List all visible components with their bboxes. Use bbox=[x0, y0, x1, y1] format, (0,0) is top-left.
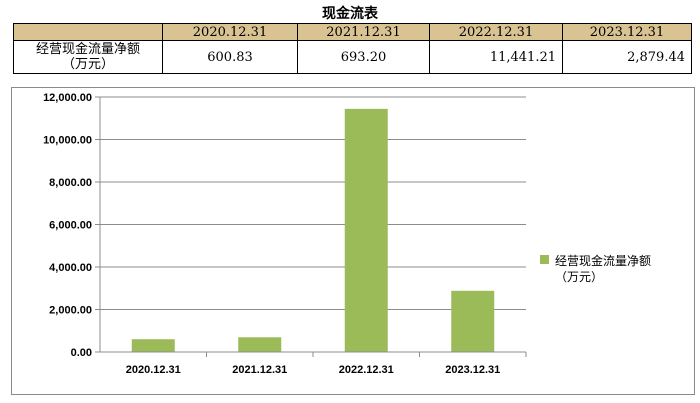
bar-layer bbox=[131, 108, 495, 352]
y-tick-label: 12,000.00 bbox=[43, 92, 92, 104]
x-tick-label: 2020.12.31 bbox=[126, 364, 181, 376]
value-2020: 600.83 bbox=[162, 40, 298, 74]
chart-frame: 0.00 2,000.00 4,000.00 6,000.00 8,000.00 10,0… bbox=[11, 87, 695, 395]
row-label-line1: 经营现金流量净额 bbox=[35, 42, 140, 57]
header-blank-cell bbox=[13, 23, 163, 41]
axis-layer: 0.00 2,000.00 4,000.00 6,000.00 8,000.00 10,0… bbox=[43, 92, 527, 376]
y-tick-label: 0.00 bbox=[71, 347, 92, 359]
y-tick-label: 2,000.00 bbox=[49, 305, 92, 317]
x-tick-label: 2023.12.31 bbox=[445, 364, 500, 376]
bar bbox=[451, 290, 495, 352]
bar bbox=[131, 339, 175, 352]
header-col-2021: 2021.12.31 bbox=[297, 23, 430, 41]
legend-label-line1: 经营现金流量净额 bbox=[555, 253, 651, 268]
y-tick-label: 8,000.00 bbox=[49, 177, 92, 189]
value-2022: 11,441.21 bbox=[429, 40, 563, 74]
x-tick-label: 2022.12.31 bbox=[339, 364, 394, 376]
table-row: 经营现金流量净额 （万元） 600.83 693.20 11,441.21 2,… bbox=[13, 40, 692, 74]
legend: 经营现金流量净额 （万元） bbox=[540, 253, 651, 284]
bar bbox=[238, 337, 282, 352]
table-title: 现金流表 bbox=[322, 6, 378, 22]
legend-label-line2: （万元） bbox=[555, 270, 603, 284]
value-2021: 693.20 bbox=[297, 40, 430, 74]
cash-flow-table: 2020.12.31 2021.12.31 2022.12.31 2023.12… bbox=[13, 23, 692, 74]
bar-chart: 0.00 2,000.00 4,000.00 6,000.00 8,000.00 10,0… bbox=[43, 92, 651, 376]
row-label-line2: （万元） bbox=[61, 57, 114, 72]
value-2023: 2,879.44 bbox=[562, 40, 692, 74]
bar bbox=[344, 108, 388, 352]
table-header-row: 2020.12.31 2021.12.31 2022.12.31 2023.12… bbox=[13, 23, 692, 41]
y-tick-label: 4,000.00 bbox=[49, 262, 92, 274]
grid-layer bbox=[100, 96, 526, 353]
y-tick-label: 6,000.00 bbox=[49, 220, 92, 232]
row-label-cell: 经营现金流量净额 （万元） bbox=[13, 40, 163, 74]
y-tick-label: 10,000.00 bbox=[43, 135, 92, 147]
header-col-2023: 2023.12.31 bbox=[562, 23, 692, 41]
header-col-2022: 2022.12.31 bbox=[429, 23, 563, 41]
x-tick-label: 2021.12.31 bbox=[232, 364, 287, 376]
header-col-2020: 2020.12.31 bbox=[162, 23, 298, 41]
legend-swatch bbox=[540, 255, 549, 264]
